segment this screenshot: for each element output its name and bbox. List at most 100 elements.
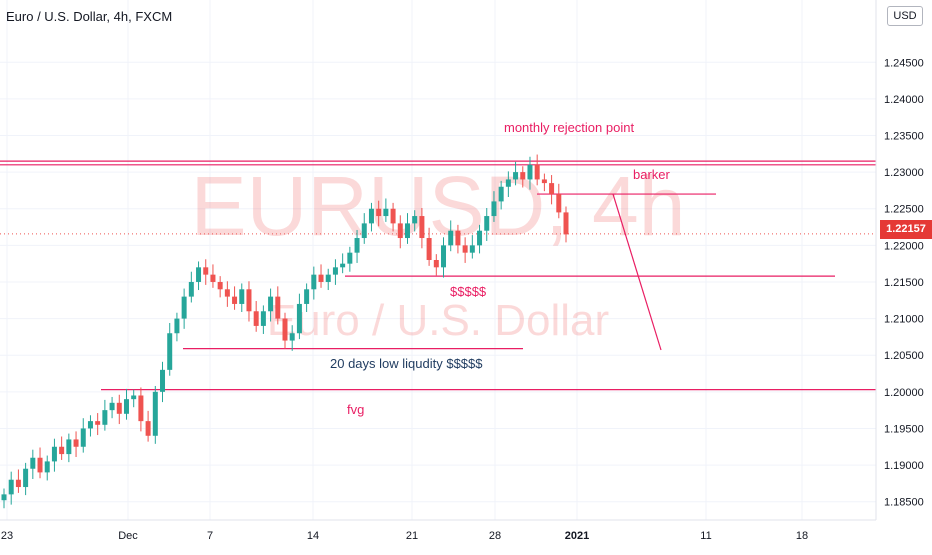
candle-body [368,208,374,224]
projection-line [612,193,662,351]
candle-body [513,172,519,180]
candle-body [390,208,396,224]
time-tick-label: 7 [207,530,213,542]
candle-body [1,494,7,501]
annotation-fvg: fvg [347,402,365,417]
candle-body [541,179,547,184]
candle-body [491,201,497,217]
candle-body [477,230,483,246]
candle-body [383,208,389,217]
candle-body [469,245,475,253]
time-tick-label: Dec [118,530,138,542]
candle-body [131,395,137,400]
grid [0,0,876,520]
price-tick-label: 1.20500 [884,350,924,362]
candle-body [44,461,50,473]
candle-body [556,194,562,213]
candle-body [340,263,346,268]
annotation-barker: barker [633,167,670,182]
candle-body [37,457,43,473]
time-tick-label: 11 [700,530,711,542]
price-tick-label: 1.21000 [884,314,924,326]
candle-body [232,296,238,304]
candle-body [332,267,338,275]
price-tick-label: 1.23500 [884,130,924,142]
candle-body [282,318,288,341]
candle-body [404,223,410,239]
trendline [612,193,662,351]
watermark-name: Euro / U.S. Dollar [267,296,609,345]
annotation-monthly-rejection: monthly rejection point [504,120,635,135]
candle-body [253,311,259,326]
candle-body [311,274,317,290]
candle-body [203,267,209,275]
candle-body [361,223,367,239]
candle-body [549,183,555,195]
candle-body [73,439,79,447]
candle-body [109,402,115,411]
candle-body [505,179,511,187]
candle-body [354,238,360,253]
time-tick-label: 2021 [565,530,589,542]
last-price-badge: 1.22157 [880,220,932,239]
candle-body [217,281,223,290]
candle-body [462,245,468,253]
candle-body [448,230,454,246]
candle-body [498,186,504,202]
candle-body [419,216,425,239]
time-tick-label: 18 [796,530,808,542]
candle-body [325,274,331,282]
candle-body [433,260,439,268]
watermark-symbol: EURUSD, 4h [191,159,686,253]
candle-body [145,421,151,436]
candle-body [304,289,310,304]
candle-body [484,216,490,231]
currency-button[interactable]: USD [887,6,923,26]
candle-body [527,164,533,180]
candle-body [138,395,144,422]
candle-body [116,402,122,414]
candle-body [152,391,158,436]
candle-body [455,230,461,246]
candle-body [296,303,302,334]
candle-body [563,212,569,235]
candle-body [397,223,403,239]
candle-body [23,468,29,488]
candle-body [80,428,86,447]
candle-body [59,446,65,455]
candle-body [224,289,230,297]
price-tick-label: 1.21500 [884,277,924,289]
watermark: EURUSD, 4h Euro / U.S. Dollar [191,159,686,345]
time-tick-label: 14 [307,530,319,542]
candle-body [412,216,418,224]
candle-body [268,296,274,312]
candle-body [210,274,216,282]
candle-body [15,479,21,488]
candle-body [347,252,353,264]
candle-body [123,399,129,414]
time-tick-label: 28 [489,530,501,542]
candle-body [376,208,382,217]
price-axis: 1.18500 1.19000 1.19500 1.20000 1.20500 1.210… [875,0,924,520]
candle-body [426,238,432,260]
time-axis: 23 Dec 7 14 21 28 2021 11 18 [0,519,876,542]
candle-body [196,267,202,282]
candle-body [260,311,266,326]
candle-body [87,421,93,429]
candle-body [167,333,173,370]
candle-body [102,410,108,425]
candle-body [66,439,72,455]
price-tick-label: 1.19500 [884,423,924,435]
candle-body [520,172,526,180]
candle-body [181,296,187,319]
candle-body [95,421,101,425]
price-tick-label: 1.20000 [884,387,924,399]
annotation-liquidity: 20 days low liqudity $$$$$ [330,356,483,371]
time-tick-label: 21 [406,530,418,542]
price-tick-label: 1.19000 [884,460,924,472]
price-tick-label: 1.22500 [884,204,924,216]
chart-title: Euro / U.S. Dollar, 4h, FXCM [6,9,173,24]
candle-body [30,457,36,469]
